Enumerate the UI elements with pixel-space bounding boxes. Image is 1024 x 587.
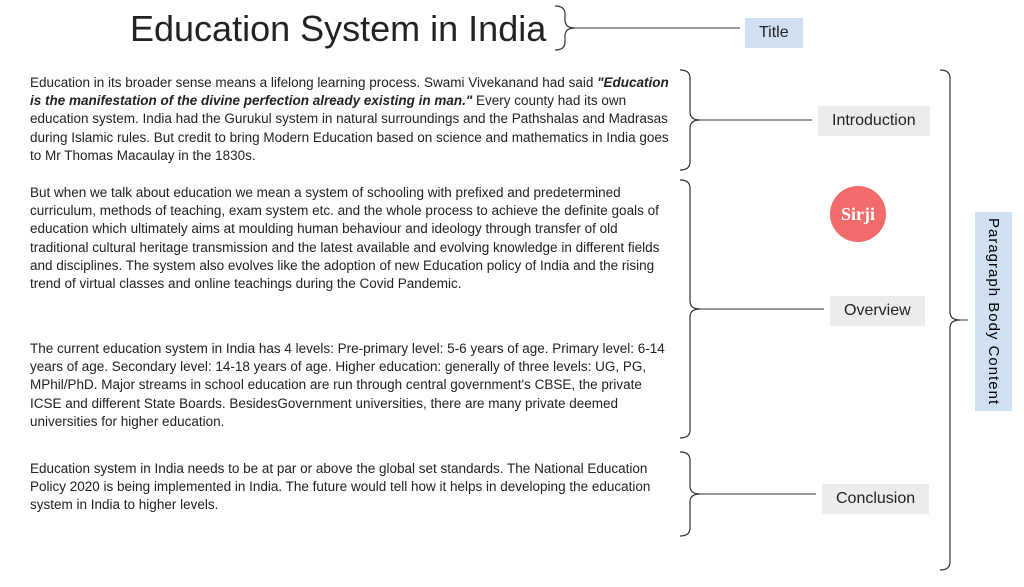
bracket-connectors — [0, 0, 1024, 587]
brace-intro — [680, 70, 700, 170]
brace-title — [555, 6, 575, 50]
brace-overview — [680, 180, 700, 438]
brace-conclude — [680, 452, 700, 536]
brace-body — [940, 70, 960, 570]
